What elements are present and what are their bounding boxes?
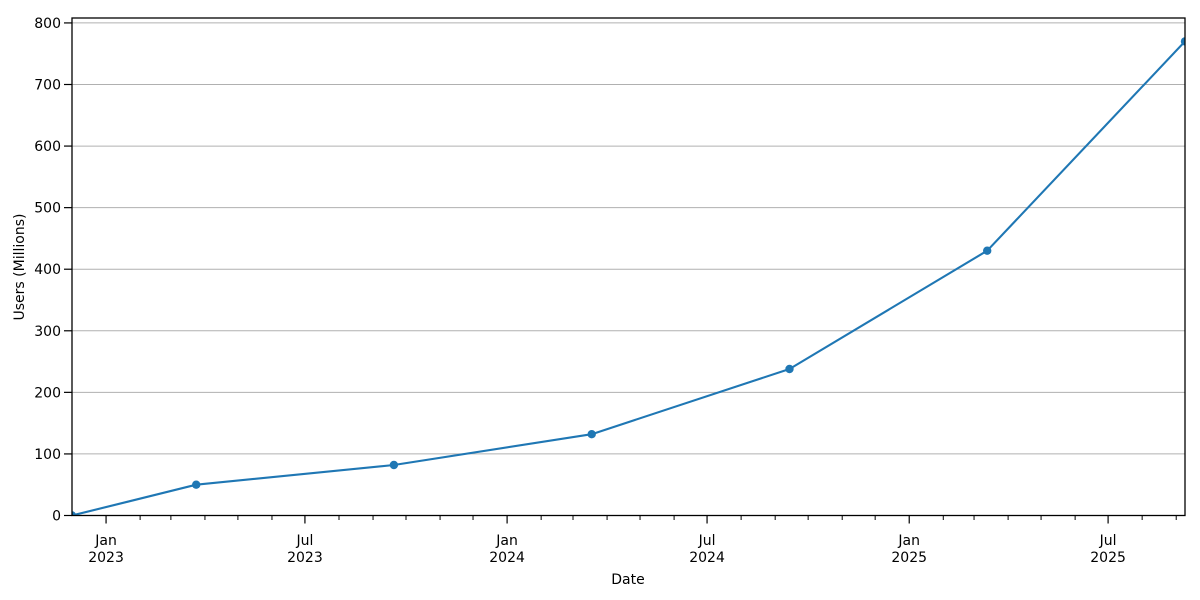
x-tick-label-year: 2023 [88,550,124,566]
data-point-marker [389,460,399,470]
data-point-marker [785,364,794,374]
data-point-marker [587,430,596,439]
y-tick-label: 500 [34,201,61,217]
y-tick-label: 700 [34,77,61,93]
y-tick-label: 300 [34,324,61,340]
plot-border [71,17,1186,517]
data-point-marker [72,511,77,516]
x-tick-label-year: 2025 [1090,550,1126,566]
x-tick-label-month: Jan [94,533,117,549]
y-tick-label: 800 [34,16,61,32]
x-tick-label-month: Jul [295,533,313,549]
x-tick-label-year: 2025 [891,550,927,566]
x-tick-label-year: 2024 [489,550,525,566]
series-line [72,40,1185,516]
data-point-marker [1180,37,1185,46]
x-tick-label-month: Jul [698,533,716,549]
y-tick-label: 200 [34,385,61,401]
y-tick-label: 400 [34,262,61,278]
data-point-marker [983,246,992,255]
x-tick-label-month: Jan [495,533,518,549]
x-tick-label-year: 2023 [287,550,323,566]
data-point-marker [192,480,201,489]
x-tick-label-month: Jan [897,533,920,549]
y-tick-label: 600 [34,139,61,155]
y-tick-label: 100 [34,447,61,463]
x-tick-label-month: Jul [1099,533,1117,549]
series-group [72,37,1185,516]
x-tick-label-year: 2024 [689,550,725,566]
y-tick-label: 0 [52,509,61,525]
